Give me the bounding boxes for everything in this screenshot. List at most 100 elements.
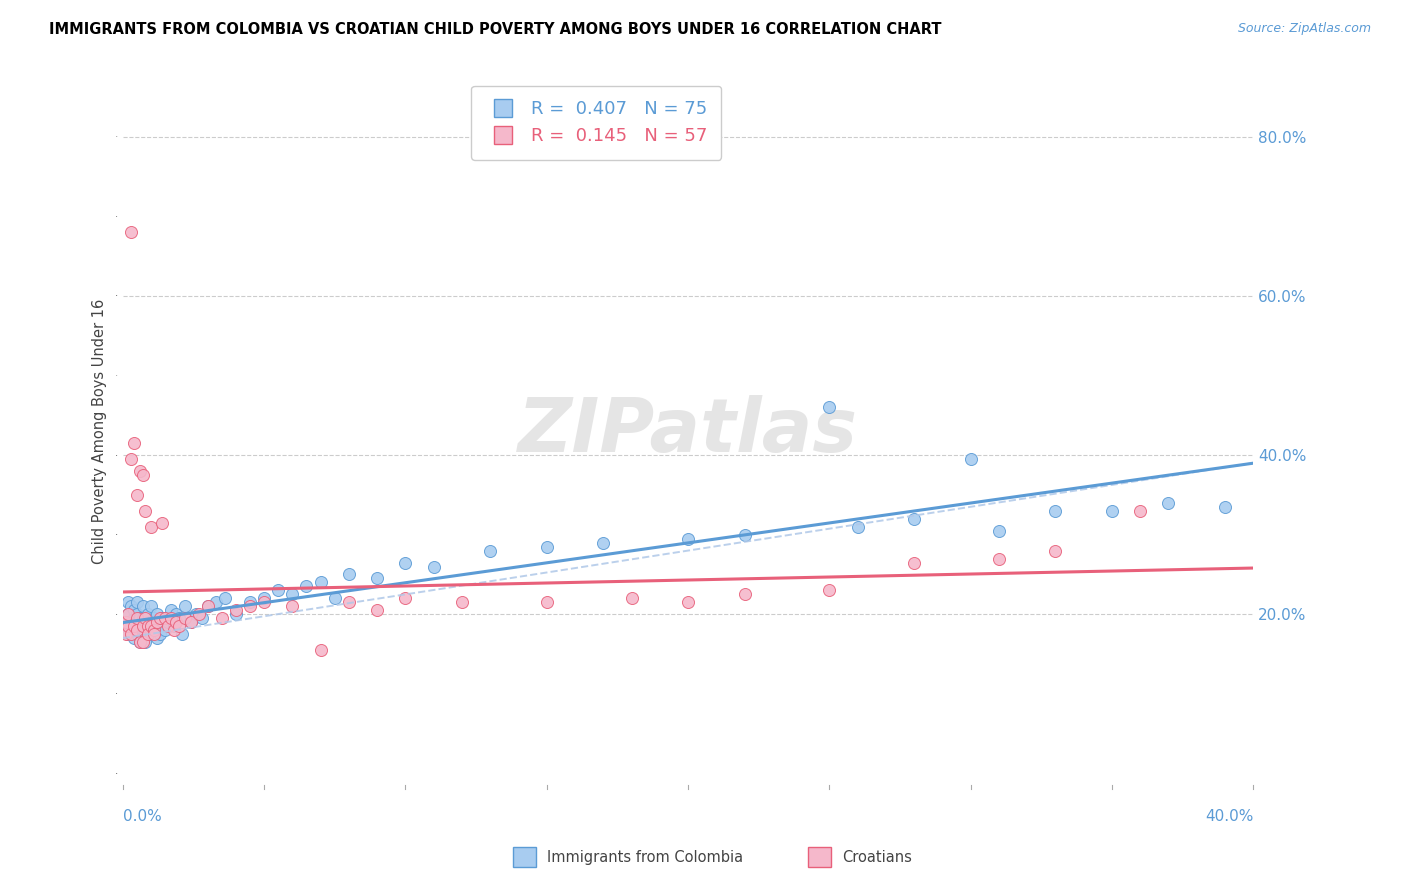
Point xyxy=(128,635,150,649)
Point xyxy=(131,467,153,482)
Point xyxy=(120,225,142,239)
Point xyxy=(1157,496,1180,510)
Point xyxy=(131,599,153,614)
Point xyxy=(117,595,139,609)
Y-axis label: Child Poverty Among Boys Under 16: Child Poverty Among Boys Under 16 xyxy=(93,299,107,564)
Point xyxy=(281,599,304,614)
Point xyxy=(422,559,444,574)
Point xyxy=(676,532,699,546)
Point xyxy=(337,595,360,609)
Point xyxy=(131,611,153,625)
Point xyxy=(366,571,388,585)
Text: ZIPatlas: ZIPatlas xyxy=(517,394,858,467)
Point xyxy=(166,607,188,622)
Point xyxy=(139,519,162,533)
Point xyxy=(1045,504,1067,518)
Point xyxy=(134,615,156,630)
Point xyxy=(1101,504,1123,518)
Point xyxy=(122,436,145,450)
Point xyxy=(117,619,139,633)
Point xyxy=(128,619,150,633)
Point xyxy=(122,603,145,617)
Point xyxy=(676,595,699,609)
Point xyxy=(156,619,179,633)
Point xyxy=(150,516,173,530)
Text: 0.0%: 0.0% xyxy=(122,809,162,824)
FancyBboxPatch shape xyxy=(808,847,831,867)
Point xyxy=(281,587,304,601)
Point xyxy=(120,619,142,633)
Point xyxy=(394,556,416,570)
Point xyxy=(734,587,756,601)
Point xyxy=(131,619,153,633)
Point xyxy=(125,623,148,637)
Point xyxy=(125,627,148,641)
Point xyxy=(163,619,186,633)
Point xyxy=(166,615,188,630)
Point xyxy=(211,611,233,625)
Point xyxy=(267,583,290,598)
Point xyxy=(148,627,170,641)
Point xyxy=(134,627,156,641)
Point xyxy=(136,619,159,633)
Point xyxy=(142,623,165,637)
Point xyxy=(159,603,181,617)
Text: Croatians: Croatians xyxy=(842,850,912,864)
Point xyxy=(117,607,139,622)
Point xyxy=(125,611,148,625)
Text: Source: ZipAtlas.com: Source: ZipAtlas.com xyxy=(1237,22,1371,36)
Point xyxy=(114,627,136,641)
Text: IMMIGRANTS FROM COLOMBIA VS CROATIAN CHILD POVERTY AMONG BOYS UNDER 16 CORRELATI: IMMIGRANTS FROM COLOMBIA VS CROATIAN CHI… xyxy=(49,22,942,37)
Point xyxy=(451,595,474,609)
Point xyxy=(122,619,145,633)
Point xyxy=(987,524,1010,538)
Point xyxy=(120,615,142,630)
Point xyxy=(734,527,756,541)
Point xyxy=(128,635,150,649)
Point xyxy=(131,635,153,649)
Point xyxy=(117,627,139,641)
Point xyxy=(145,607,167,622)
Point xyxy=(125,623,148,637)
Point xyxy=(145,631,167,645)
Point xyxy=(225,607,247,622)
Point xyxy=(122,611,145,625)
Point xyxy=(1213,500,1236,514)
Point xyxy=(987,551,1010,566)
Point xyxy=(169,611,191,625)
Point xyxy=(394,591,416,606)
Point xyxy=(136,619,159,633)
Point xyxy=(818,583,841,598)
Point xyxy=(205,595,228,609)
Point xyxy=(959,452,981,467)
Point xyxy=(846,519,869,533)
Point xyxy=(139,627,162,641)
Point xyxy=(134,504,156,518)
Point xyxy=(139,619,162,633)
Point xyxy=(150,611,173,625)
Point xyxy=(479,543,502,558)
Point xyxy=(131,623,153,637)
Point xyxy=(142,611,165,625)
Point xyxy=(214,591,236,606)
Point xyxy=(125,595,148,609)
Point xyxy=(309,643,332,657)
Point xyxy=(114,619,136,633)
Point xyxy=(134,635,156,649)
Point xyxy=(120,452,142,467)
Point xyxy=(180,615,202,630)
Point xyxy=(125,488,148,502)
Point xyxy=(125,607,148,622)
Text: 40.0%: 40.0% xyxy=(1205,809,1253,824)
Point xyxy=(148,611,170,625)
Point xyxy=(180,615,202,630)
Point xyxy=(142,627,165,641)
Point xyxy=(114,611,136,625)
Point xyxy=(1045,543,1067,558)
Point xyxy=(174,611,197,625)
Point xyxy=(128,464,150,478)
Point xyxy=(145,615,167,630)
Point xyxy=(903,512,925,526)
Point xyxy=(136,607,159,622)
Point xyxy=(197,599,219,614)
